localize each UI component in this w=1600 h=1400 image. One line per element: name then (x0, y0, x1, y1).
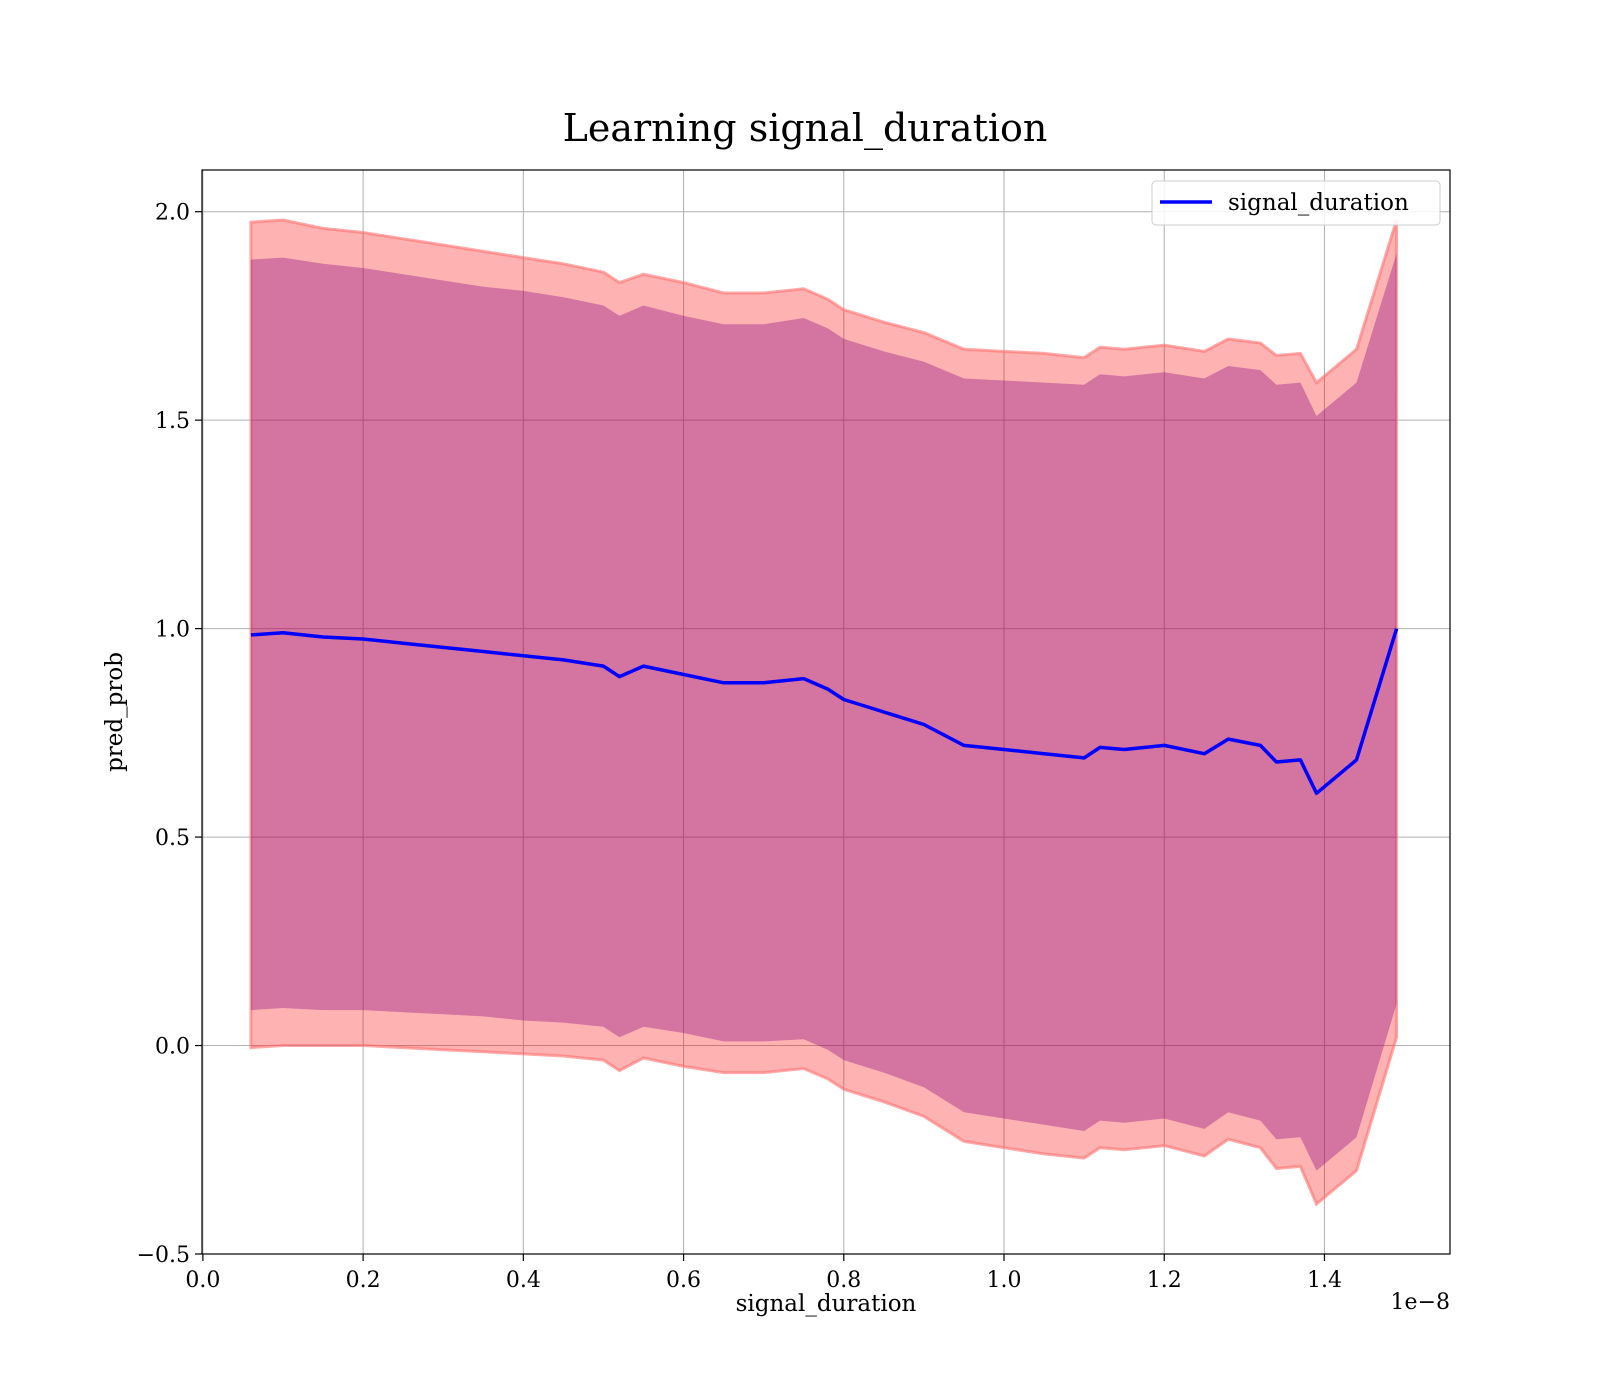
y-tick-label: 2.0 (155, 201, 190, 226)
y-tick-label: −0.5 (137, 1243, 190, 1268)
x-tick-label: 0.6 (666, 1268, 701, 1293)
inner-band (250, 253, 1397, 1171)
y-tick-label: 1.5 (155, 409, 190, 434)
x-tick-label: 0.2 (346, 1268, 381, 1293)
legend-box (1151, 180, 1441, 226)
x-tick-label: 0.8 (826, 1268, 861, 1293)
x-axis-label: signal_duration (736, 1291, 917, 1317)
legend: signal_duration (1151, 180, 1441, 226)
y-axis-ticks: −0.5 0.0 0.5 1.0 1.5 2.0 (137, 201, 202, 1268)
x-tick-label: 0.4 (506, 1268, 541, 1293)
y-axis-label: pred_prob (102, 652, 128, 772)
x-offset-label: 1e−8 (1391, 1290, 1450, 1315)
y-tick-label: 0.5 (155, 826, 190, 851)
x-axis-ticks: 0.0 0.2 0.4 0.6 0.8 1.0 1.2 1.4 (185, 1254, 1342, 1293)
series-lines (250, 628, 1399, 796)
legend-entry-signal-duration: signal_duration (1228, 190, 1409, 216)
series-line-signal-duration (250, 628, 1399, 796)
x-tick-label: 0.0 (185, 1268, 220, 1293)
x-tick-label: 1.4 (1307, 1268, 1342, 1293)
x-tick-label: 1.0 (987, 1268, 1022, 1293)
confidence-bands (249, 218, 1399, 1207)
y-tick-label: 0.0 (155, 1035, 190, 1060)
x-tick-label: 1.2 (1147, 1268, 1182, 1293)
chart-title: Learning signal_duration (563, 106, 1048, 151)
plot-frame (201, 169, 1451, 1255)
y-tick-label: 1.0 (155, 618, 190, 643)
outer-band (249, 218, 1399, 1207)
